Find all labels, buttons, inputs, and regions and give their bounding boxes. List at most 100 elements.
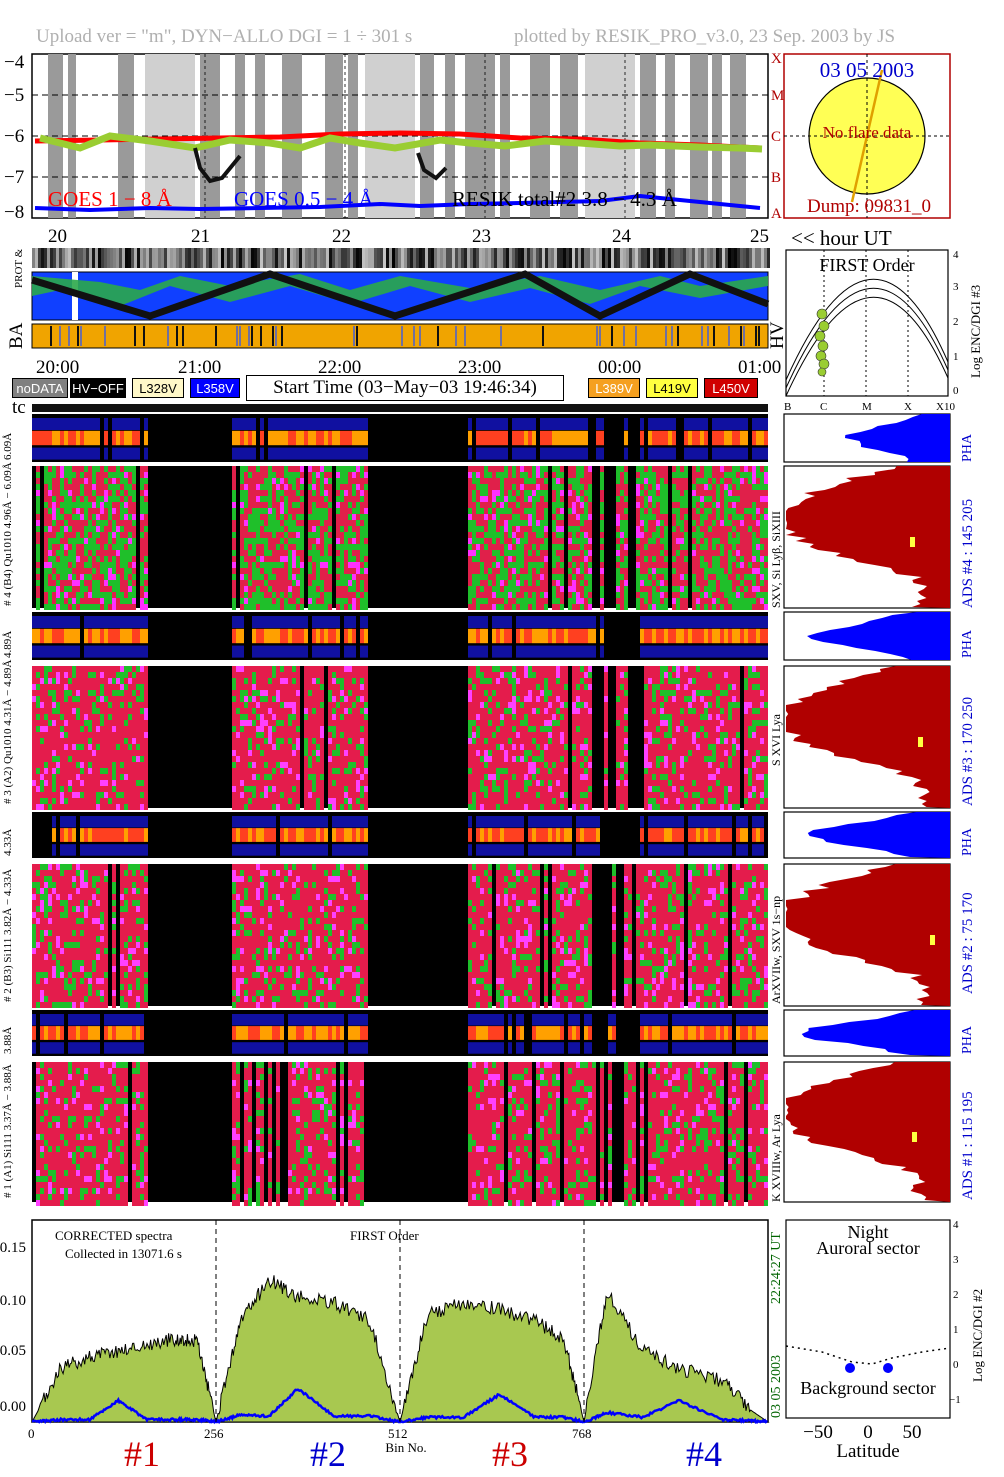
channel-mark-1: #1	[124, 1434, 160, 1474]
legend-goes1: GOES 1 − 8 Å	[48, 187, 173, 211]
lat-x-tick: 0	[863, 1422, 873, 1443]
ads-marker	[910, 537, 915, 547]
pha-label-2: 4.33Å	[2, 828, 14, 856]
time-tick: 23:00	[458, 357, 502, 378]
goes-y-tick: −7	[4, 167, 24, 188]
legend-resik: RESIK total#2 3.8 − 4.3 Å	[452, 187, 678, 211]
time-tick: 20:00	[36, 357, 80, 378]
pha-label-3: 4.89Å	[2, 630, 14, 658]
legend-l450v: L450V	[704, 378, 758, 398]
legend-nodata: noDATA	[12, 378, 68, 398]
class-letter: B	[771, 170, 781, 186]
main-label-1: # 1 (A1) Si111 3.37Å − 3.88Å	[2, 1064, 14, 1198]
pha-histogram	[801, 1010, 950, 1056]
lat-bottom: Background sector	[800, 1378, 935, 1398]
spectra-panel: 0.00 0.05 0.10 0.15 0 256 512 768 Bin No…	[0, 1219, 784, 1474]
pha-label-4: 6.09Å	[2, 432, 14, 460]
legend-l328v: L328V	[132, 378, 184, 398]
first-order-panel: FIRST Order 4 3 2 1 0 B C M X X10 Log EN…	[784, 249, 983, 413]
label-prot-el: PROT & EL	[13, 246, 25, 288]
lat-title1: Night	[847, 1222, 888, 1242]
line-label-4: SXV, Si Lyβ, SiXIII	[769, 511, 783, 608]
pha-histogram	[844, 414, 950, 462]
channel-mark-4: #4	[686, 1434, 722, 1474]
ads-panel	[783, 413, 951, 1203]
hour-ut-label: << hour UT	[791, 226, 892, 250]
main-label-3: # 3 (A2) Qu1010 4.31Å − 4.89Å	[2, 659, 14, 804]
spectrogram-panel	[32, 414, 768, 1206]
lat-x-tick: 50	[903, 1422, 922, 1443]
background-spectrum	[32, 1388, 768, 1425]
legend-goes05: GOES 0.5 − 4 Å	[234, 187, 374, 211]
lat-y-tick: 2	[953, 1289, 959, 1301]
goes-y-tick: −8	[4, 202, 24, 223]
tc-label: tc	[12, 397, 26, 418]
main-label-4: # 4 (B4) Qu1010 4.96Å − 6.09Å	[2, 462, 14, 606]
fo-y-tick: 3	[953, 281, 959, 293]
lat-y-tick: 3	[953, 1254, 959, 1266]
line-label-2: ArXVIIw, SXV 1s−np	[769, 895, 783, 1004]
lat-point	[845, 1363, 855, 1373]
sp-utc: 22:24:27 UT	[769, 1232, 784, 1304]
fo-y-tick: 2	[953, 316, 959, 328]
fo-x-tick: C	[820, 401, 827, 413]
lat-y-tick: 0	[953, 1359, 959, 1371]
ads-tag-4: ADS #4 : 145 205	[960, 498, 976, 608]
lat-y-tick: −1	[949, 1394, 961, 1406]
fo-x-tick: X10	[936, 401, 955, 413]
sp-y-tick: 0.00	[0, 1399, 26, 1415]
ads-histogram	[786, 1062, 950, 1202]
ads-histogram	[786, 666, 950, 808]
pha-strip	[32, 414, 768, 462]
goes-shade-band	[665, 54, 675, 218]
spectrogram-block	[32, 1062, 768, 1202]
main-label-2: # 2 (B3) Si111 3.82Å − 4.33Å	[2, 868, 14, 1002]
time-tick: 00:00	[598, 357, 642, 378]
latitude-panel: Night Auroral sector Background sector −…	[785, 1219, 985, 1462]
hour-tick: 22	[332, 226, 351, 247]
tc-strip	[32, 404, 768, 412]
start-time-box: Start Time (03−May−03 19:46:34)	[246, 375, 564, 401]
ads-tag-2: ADS #2 : 75 170	[960, 892, 976, 994]
line-label-1: K XVIIIw, Ar Lya	[769, 1114, 783, 1202]
header-left: Upload ver = "m", DYN−ALLO DGI = 1 ÷ 301…	[36, 26, 413, 47]
sun-date: 03 05 2003	[820, 58, 915, 82]
sun-pointer	[850, 69, 884, 203]
ads-histogram	[786, 466, 950, 608]
sp-y-tick: 0.10	[0, 1293, 26, 1309]
fo-ylabel: Log ENC/DGI #3	[968, 285, 983, 378]
pha-tag-3: PHA	[960, 629, 975, 658]
sp-date: 03 05 2003	[769, 1355, 784, 1418]
resik-night-dip	[193, 147, 242, 184]
pha-tag-2: PHA	[960, 827, 975, 856]
resik-total-curve	[39, 132, 763, 153]
lat-xlabel: Latitude	[836, 1441, 899, 1462]
class-letter: A	[771, 206, 782, 222]
fo-x-tick: M	[862, 401, 872, 413]
sp-x-tick: 768	[572, 1426, 592, 1441]
sun-flare: No flare data	[823, 123, 912, 142]
hour-tick: 25	[750, 226, 769, 247]
class-letter: C	[771, 129, 781, 145]
sp-y-tick: 0.15	[0, 1240, 26, 1256]
legend-hv-off: HV−OFF	[70, 378, 126, 398]
lat-y-tick: 1	[953, 1324, 959, 1336]
sun-dump: Dump: 09831_0	[807, 196, 931, 217]
sun-panel: 03 05 2003 No flare data Dump: 09831_0	[783, 53, 951, 219]
fo-y-tick: 1	[953, 351, 959, 363]
time-tick: 22:00	[318, 357, 362, 378]
sp-x-tick: 256	[204, 1426, 224, 1441]
time-tick: 01:00	[738, 357, 782, 378]
channel-mark-2: #2	[310, 1434, 346, 1474]
legend-l358v: L358V	[190, 378, 240, 398]
lat-point	[883, 1363, 893, 1373]
class-letter: M	[771, 88, 784, 104]
lat-title2: Auroral sector	[816, 1238, 919, 1258]
header-right: plotted by RESIK_PRO_v3.0, 23 Sep. 2003 …	[514, 26, 896, 47]
ads-tag-1: ADS #1 : 115 195	[960, 1091, 976, 1200]
hour-tick: 20	[48, 226, 67, 247]
fo-x-tick: X	[904, 401, 912, 413]
pha-tag-4: PHA	[960, 433, 975, 462]
ads-marker	[918, 737, 923, 747]
resik-night-dip	[416, 152, 448, 181]
